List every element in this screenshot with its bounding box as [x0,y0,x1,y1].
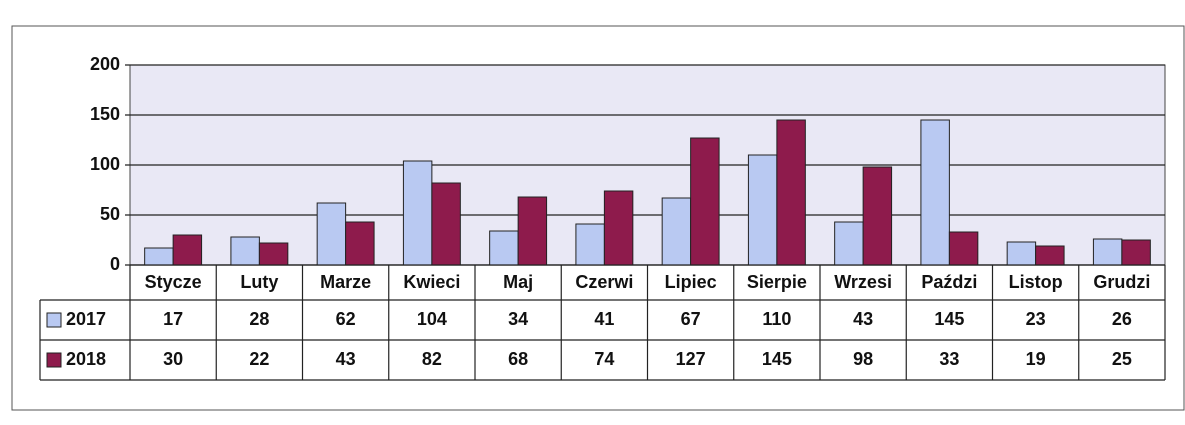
table-value: 127 [676,349,706,369]
table-value: 25 [1112,349,1132,369]
table-value: 43 [853,309,873,329]
bar [661,197,692,266]
bar [776,119,806,266]
bar [920,119,950,266]
x-tick-label: Grudzi [1093,272,1150,292]
x-tick-label: Czerwi [575,272,633,292]
table-value: 145 [762,349,792,369]
table-value: 30 [163,349,183,369]
bar [172,234,203,266]
bar [862,166,893,266]
bar [144,247,174,266]
legend-key [46,312,62,328]
bar [1121,239,1151,266]
table-value: 23 [1026,309,1046,329]
frame [11,25,1185,411]
x-tick-label: Wrzesi [834,272,892,292]
x-tick-label: Paździ [921,272,977,292]
table-value: 98 [853,349,873,369]
bar [489,230,519,266]
bar [517,196,548,266]
y-tick-label: 150 [90,104,120,124]
table-value: 68 [508,349,528,369]
table-value: 43 [336,349,356,369]
bar [1006,241,1037,266]
table-value: 19 [1026,349,1046,369]
table-value: 62 [336,309,356,329]
x-tick-label: Stycze [145,272,202,292]
bar [431,182,461,266]
bar [575,223,605,266]
bar [834,221,864,266]
legend-key [46,352,62,368]
table-value: 17 [163,309,183,329]
table-value: 28 [249,309,269,329]
x-tick-label: Listop [1009,272,1063,292]
y-tick-label: 200 [90,54,120,74]
x-tick-label: Maj [503,272,533,292]
y-tick-label: 100 [90,154,120,174]
bar [948,231,979,266]
table-value: 34 [508,309,528,329]
table-value: 41 [594,309,614,329]
bar [402,160,433,266]
bar [316,202,347,266]
bar [603,190,634,266]
x-tick-label: Lipiec [665,272,717,292]
table-value: 26 [1112,309,1132,329]
table-value: 74 [594,349,614,369]
table-value: 33 [939,349,959,369]
table-value: 22 [249,349,269,369]
table-value: 67 [681,309,701,329]
table-value: 104 [417,309,447,329]
table-value: 110 [762,309,791,329]
bar [258,242,289,266]
x-tick-label: Marze [320,272,371,292]
bar [1092,238,1123,266]
x-tick-label: Sierpie [747,272,807,292]
y-tick-label: 0 [110,254,120,274]
x-tick-label: Kwieci [403,272,460,292]
legend-label: 2017 [66,309,106,329]
bar [690,137,720,266]
bar [1035,245,1065,266]
legend-label: 2018 [66,349,106,369]
x-tick-label: Luty [240,272,278,292]
table-value: 82 [422,349,442,369]
bar [345,221,375,266]
bar [747,154,778,266]
y-tick-label: 50 [100,204,120,224]
bar [230,236,260,266]
table-value: 145 [934,309,964,329]
